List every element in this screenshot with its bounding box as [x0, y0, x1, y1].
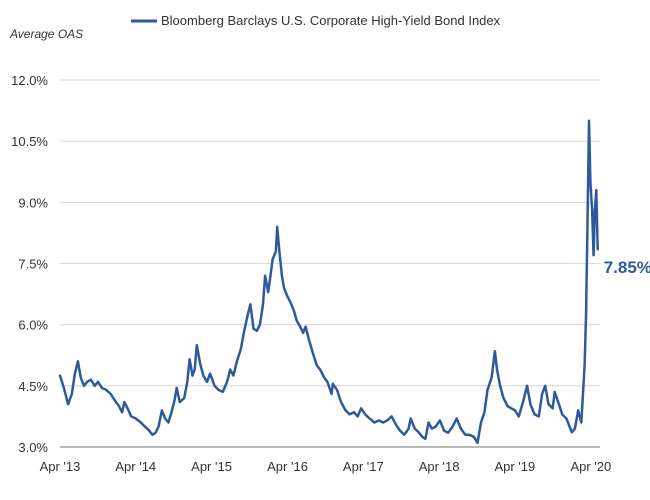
x-tick-label: Apr '17 [343, 459, 384, 474]
x-tick-label: Apr '16 [267, 459, 308, 474]
y-axis: 3.0% 4.5% 6.0% 7.5% 9.0% 10.5% 12.0% [11, 73, 48, 455]
y-tick-label: 9.0% [18, 195, 48, 210]
series-line [58, 119, 599, 445]
y-tick-label: 10.5% [11, 134, 48, 149]
x-tick-label: Apr '20 [570, 459, 611, 474]
legend: Bloomberg Barclays U.S. Corporate High-Y… [131, 13, 501, 28]
x-tick-label: Apr '14 [115, 459, 156, 474]
y-tick-label: 3.0% [18, 440, 48, 455]
x-tick-label: Apr '13 [40, 459, 81, 474]
y-tick-label: 6.0% [18, 318, 48, 333]
x-tick-label: Apr '18 [419, 459, 460, 474]
y-axis-label: Average OAS [9, 27, 83, 41]
end-value-label: 7.85% [604, 258, 650, 277]
x-tick-label: Apr '15 [191, 459, 232, 474]
y-tick-label: 7.5% [18, 257, 48, 272]
x-tick-label: Apr '19 [494, 459, 535, 474]
y-tick-label: 12.0% [11, 73, 48, 88]
legend-entry: Bloomberg Barclays U.S. Corporate High-Y… [161, 13, 501, 28]
x-axis: Apr '13 Apr '14 Apr '15 Apr '16 Apr '17 Apr '… [40, 459, 612, 474]
y-tick-label: 4.5% [18, 379, 48, 394]
